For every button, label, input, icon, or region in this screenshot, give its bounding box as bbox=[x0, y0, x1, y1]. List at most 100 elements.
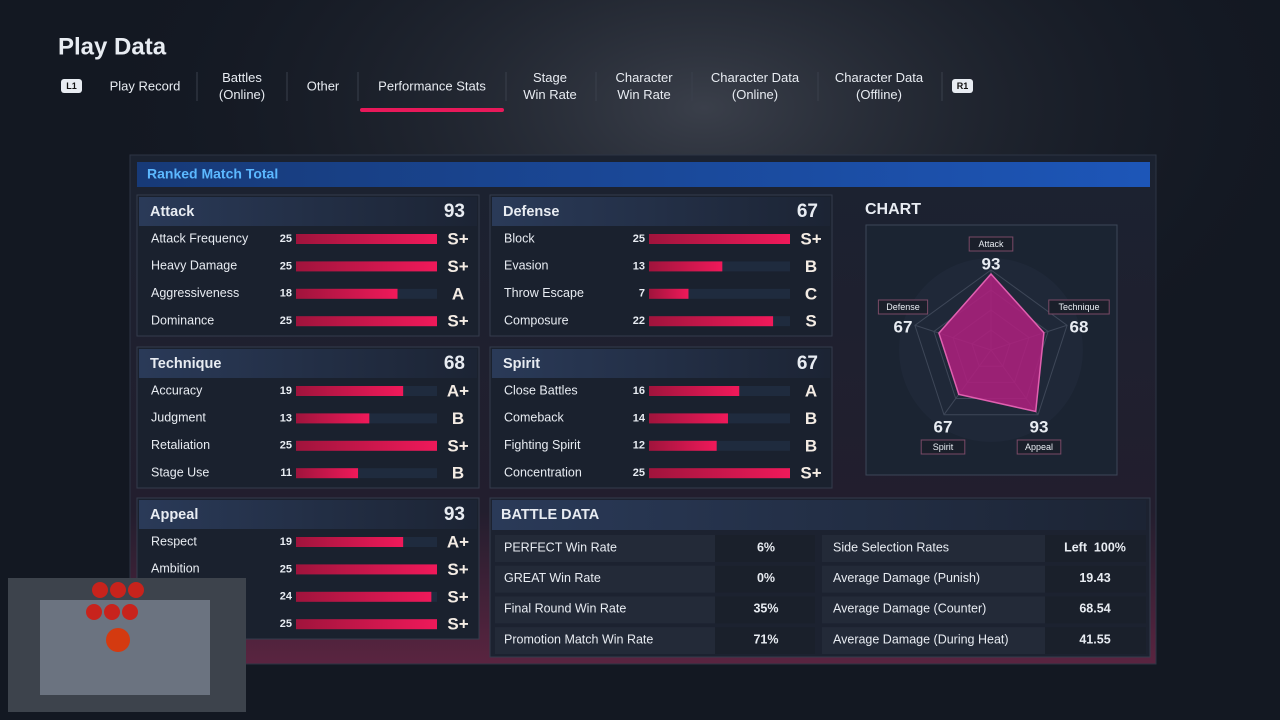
stat-value: 13 bbox=[280, 412, 292, 424]
panel-title: Ranked Match Total bbox=[147, 166, 278, 182]
stat-group-name: Appeal bbox=[150, 507, 198, 523]
webcam-button bbox=[122, 604, 138, 620]
webcam-stick bbox=[106, 628, 130, 652]
stat-group-name: Technique bbox=[150, 356, 221, 372]
stat-name: Accuracy bbox=[151, 383, 203, 397]
battle-value-cell-right bbox=[1045, 535, 1146, 562]
stat-grade: A+ bbox=[447, 532, 469, 551]
battle-label: Average Damage (During Heat) bbox=[833, 632, 1009, 646]
stat-group-total: 68 bbox=[444, 353, 465, 374]
stat-name: Fighting Spirit bbox=[504, 438, 581, 452]
tab-label: Character bbox=[615, 70, 673, 85]
stat-bar bbox=[296, 261, 437, 272]
stat-value: 18 bbox=[280, 288, 292, 300]
stat-value: 19 bbox=[280, 536, 292, 548]
stat-value: 19 bbox=[280, 385, 292, 397]
stat-group-total: 93 bbox=[444, 504, 465, 525]
stat-group-name: Spirit bbox=[503, 356, 540, 372]
stat-name: Retaliation bbox=[151, 438, 210, 452]
webcam-button bbox=[128, 582, 144, 598]
chart-axis-label: Defense bbox=[886, 302, 920, 312]
stat-bar bbox=[649, 386, 740, 396]
stat-name: Dominance bbox=[151, 313, 214, 327]
stat-bar bbox=[649, 413, 728, 424]
l1-button[interactable] bbox=[61, 79, 82, 93]
stat-bar bbox=[296, 619, 437, 630]
stat-name: Heavy Damage bbox=[151, 259, 237, 273]
battle-label: Side Selection Rates bbox=[833, 540, 949, 554]
stat-grade: B bbox=[452, 409, 464, 428]
tab[interactable] bbox=[505, 70, 595, 104]
battle-value-cell-left bbox=[715, 565, 815, 593]
chart-axis-label-box bbox=[877, 299, 929, 315]
chart-axis-label-box bbox=[1016, 439, 1062, 455]
stat-grade: S+ bbox=[447, 257, 468, 276]
stat-grade: A bbox=[805, 381, 817, 400]
stat-value: 25 bbox=[280, 315, 292, 327]
stat-bar bbox=[296, 468, 359, 479]
chart-title: CHART bbox=[865, 201, 921, 218]
stat-grade: B bbox=[805, 436, 817, 455]
stat-group-total: 67 bbox=[797, 201, 818, 222]
stat-name: Throw Escape bbox=[504, 286, 584, 300]
stat-value: 25 bbox=[280, 233, 292, 245]
chart-ring bbox=[914, 269, 1068, 416]
stat-value: 24 bbox=[280, 591, 293, 603]
r1-label: R1 bbox=[957, 81, 969, 91]
stat-bar bbox=[649, 261, 723, 272]
l1-label: L1 bbox=[66, 81, 77, 91]
stat-name: Ambition bbox=[151, 562, 200, 576]
tab-label: Stage bbox=[533, 70, 567, 85]
stat-grade: B bbox=[805, 257, 817, 276]
tab-label: (Offline) bbox=[856, 87, 902, 102]
battle-value: 68.54 bbox=[1079, 602, 1110, 616]
stat-name: Stage Use bbox=[151, 465, 209, 479]
tab-label: Battles bbox=[222, 70, 262, 85]
tab[interactable] bbox=[710, 70, 800, 104]
chart-axis-value: 67 bbox=[894, 317, 913, 336]
panel-header bbox=[137, 162, 1150, 187]
battle-value: 71% bbox=[753, 632, 778, 646]
battle-value: 41.55 bbox=[1079, 632, 1110, 646]
stat-group-total: 67 bbox=[797, 353, 818, 374]
stat-value: 25 bbox=[280, 440, 292, 452]
chart-axis-label: Attack bbox=[978, 239, 1004, 249]
stat-value: 22 bbox=[633, 315, 645, 327]
stat-name: Block bbox=[504, 231, 535, 245]
stat-bar bbox=[296, 440, 437, 451]
active-tab-underline bbox=[360, 108, 504, 112]
stat-grade: B bbox=[805, 409, 817, 428]
stat-bar bbox=[649, 468, 790, 479]
stat-bar bbox=[296, 234, 437, 244]
stat-name: Judgment bbox=[151, 411, 206, 425]
battle-value: Left 100% bbox=[1064, 540, 1126, 554]
tab-label: Win Rate bbox=[523, 87, 576, 102]
tab[interactable] bbox=[834, 70, 924, 104]
tab[interactable] bbox=[197, 70, 287, 104]
webcam-button bbox=[104, 604, 120, 620]
stat-grade: S bbox=[805, 312, 816, 331]
tab[interactable] bbox=[278, 70, 368, 104]
stat-bar bbox=[649, 440, 717, 451]
battle-value-cell-right bbox=[1045, 627, 1146, 655]
battle-value-cell-right bbox=[1045, 596, 1146, 624]
tab-label: Character Data bbox=[835, 70, 924, 85]
tab[interactable] bbox=[599, 70, 689, 104]
tab-label: Play Record bbox=[110, 78, 181, 93]
battle-label: Average Damage (Counter) bbox=[833, 602, 986, 616]
chart-axis-value: 93 bbox=[1030, 417, 1049, 436]
stat-bar bbox=[296, 564, 437, 575]
stat-bar-track bbox=[649, 288, 790, 299]
tab[interactable] bbox=[100, 70, 190, 104]
tab-label: Character Data bbox=[711, 70, 800, 85]
stat-grade: S+ bbox=[800, 464, 821, 483]
r1-button[interactable] bbox=[952, 79, 973, 93]
webcam-button bbox=[110, 582, 126, 598]
tab[interactable] bbox=[387, 70, 477, 104]
stat-value: 25 bbox=[280, 563, 292, 575]
stat-grade: A bbox=[452, 284, 464, 303]
stat-group-header bbox=[492, 197, 830, 226]
stat-grade: B bbox=[452, 464, 464, 483]
chart-axis-label-box bbox=[968, 236, 1014, 252]
